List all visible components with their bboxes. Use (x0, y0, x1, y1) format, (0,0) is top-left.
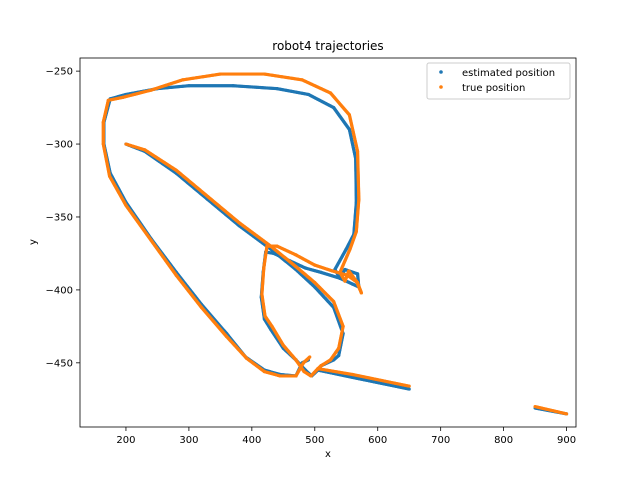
x-tick-label: 800 (494, 435, 513, 446)
data-point (407, 384, 411, 388)
axes-frame (79, 57, 577, 428)
x-tick-label: 400 (242, 435, 261, 446)
series-estimated-position (102, 84, 569, 416)
x-tick-label: 200 (116, 435, 135, 446)
data-point (308, 355, 312, 359)
legend-box (426, 62, 571, 100)
legend-marker-estimated (439, 70, 443, 74)
y-axis-ticks: −250 −300 −350 −400 −450 (46, 67, 80, 369)
y-tick-label: −350 (46, 212, 73, 223)
legend-marker-true (439, 85, 443, 89)
x-tick-label: 500 (305, 435, 324, 446)
series-true-position (101, 72, 569, 416)
data-point (407, 387, 411, 391)
legend: estimated position true position (426, 62, 571, 100)
x-tick-label: 300 (179, 435, 198, 446)
x-tick-label: 900 (557, 435, 576, 446)
plot-area (101, 72, 569, 416)
x-axis-ticks: 200 300 400 500 600 700 800 900 (116, 427, 576, 446)
x-tick-label: 600 (368, 435, 387, 446)
data-point (564, 412, 569, 416)
y-tick-label: −250 (46, 67, 73, 78)
x-tick-label: 700 (431, 435, 450, 446)
y-tick-label: −300 (46, 140, 73, 151)
y-tick-label: −450 (46, 358, 73, 369)
legend-label-estimated: estimated position (462, 68, 555, 79)
legend-label-true: true position (462, 83, 525, 94)
y-tick-label: −400 (46, 285, 73, 296)
y-axis-label: y (28, 239, 39, 245)
chart-title: robot4 trajectories (272, 39, 383, 53)
x-axis-label: x (325, 449, 331, 460)
